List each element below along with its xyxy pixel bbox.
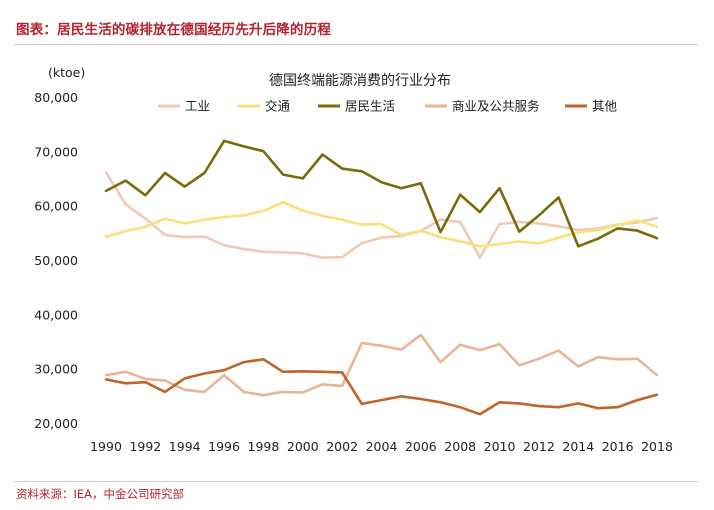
legend-label: 交通 [265,99,291,114]
y-tick-label: 60,000 [34,199,78,214]
plot-area [92,99,670,479]
x-axis-ticks: 1990 1992 1994 1996 1998 2000 2002 2004 2006 2008… [90,439,673,454]
legend: 工业 交通 居民生活 商业及公共服务 其他 [158,99,618,114]
y-axis-unit-label: (ktoe) [48,65,85,80]
x-tick-label: 2002 [326,439,358,454]
y-tick-label: 40,000 [34,307,78,322]
x-tick-label: 2008 [444,439,476,454]
x-tick-label: 2014 [562,439,594,454]
x-tick-label: 2004 [366,439,398,454]
x-tick-label: 2010 [484,439,516,454]
chart-title: 德国终端能源消费的行业分布 [269,73,451,89]
x-tick-label: 1998 [248,439,280,454]
y-tick-label: 70,000 [34,144,78,159]
legend-label: 居民生活 [345,99,395,114]
x-tick-label: 2006 [405,439,437,454]
y-tick-label: 20,000 [34,416,78,431]
page-title: 图表：居民生活的碳排放在德国经历先升后降的历程 [16,22,332,38]
series-lines [104,139,659,416]
x-tick-label: 2012 [523,439,555,454]
footer-divider [14,481,698,482]
x-tick-label: 2000 [287,439,319,454]
legend-label: 工业 [185,99,210,114]
legend-label: 商业及公共服务 [452,99,540,114]
header-divider [14,44,698,45]
series-line-3 [104,139,659,248]
line-chart: 德国终端能源消费的行业分布 (ktoe) 20,000 30,000 40,000 5… [34,65,673,479]
y-tick-label: 80,000 [34,90,78,105]
x-tick-label: 1990 [90,439,122,454]
source-note: 资料来源：IEA，中金公司研究部 [16,487,185,501]
y-axis-ticks: 20,000 30,000 40,000 50,000 60,000 70,000 80,0… [34,90,78,431]
x-tick-label: 2016 [602,439,634,454]
series-line-5 [104,357,659,416]
legend-label: 其他 [592,99,618,114]
x-tick-label: 1994 [169,439,201,454]
x-tick-label: 1992 [129,439,161,454]
x-tick-label: 1996 [208,439,240,454]
series-line-1 [104,171,659,259]
x-tick-label: 2018 [641,439,673,454]
y-tick-label: 50,000 [34,253,78,268]
y-tick-label: 30,000 [34,362,78,377]
series-line-4 [104,333,659,397]
chart-container: 德国终端能源消费的行业分布 (ktoe) 20,000 30,000 40,000 5… [0,52,714,479]
series-line-2 [104,201,659,248]
